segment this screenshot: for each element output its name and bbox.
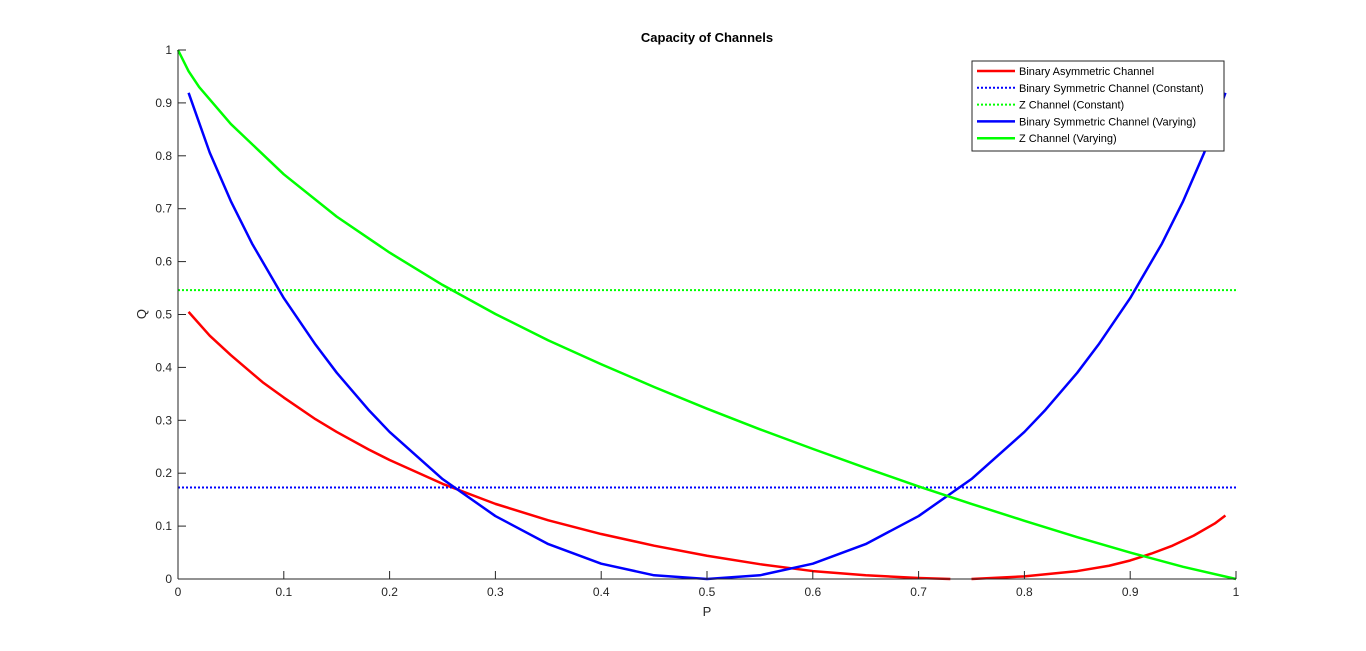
legend-label: Binary Symmetric Channel (Varying): [1019, 116, 1196, 128]
series-layer: [176, 49, 1237, 581]
x-tick-label: 0.4: [593, 585, 610, 599]
legend-label: Z Channel (Varying): [1019, 133, 1117, 145]
series-line: [176, 49, 1237, 581]
y-tick-label: 0.7: [155, 202, 172, 216]
x-tick-label: 0.8: [1016, 585, 1033, 599]
x-tick-label: 0.2: [381, 585, 398, 599]
y-tick-label: 1: [165, 43, 172, 57]
legend-box: [971, 60, 1225, 152]
x-tick-label: 0.6: [804, 585, 821, 599]
x-axis-label: P: [703, 604, 712, 619]
y-tick-label: 0.2: [155, 466, 172, 480]
x-tick-label: 0: [175, 585, 182, 599]
x-tick-label: 0.9: [1122, 585, 1139, 599]
y-tick-label: 0.9: [155, 96, 172, 110]
chart-title: Capacity of Channels: [641, 30, 773, 45]
legend: Binary Asymmetric Channel Binary Symmetri…: [971, 60, 1225, 152]
series-line: [971, 514, 1227, 581]
x-tick-label: 0.3: [487, 585, 504, 599]
y-tick-label: 0.3: [155, 413, 172, 427]
legend-label: Binary Symmetric Channel (Constant): [1019, 83, 1204, 95]
legend-label: Binary Asymmetric Channel: [1019, 66, 1154, 78]
y-tick-label: 0.5: [155, 308, 172, 322]
ticks-layer: 0 0.1 0.2 0.3 0.4 0.5 0.6 0.7 0.8 0.9 1 0 0.1 0.2 0.3 0…: [155, 43, 1239, 599]
y-tick-label: 0: [165, 572, 172, 586]
y-tick-label: 0.4: [155, 360, 172, 374]
x-tick-label: 0.5: [699, 585, 716, 599]
x-tick-label: 0.7: [910, 585, 927, 599]
y-tick-label: 0.1: [155, 519, 172, 533]
series-0: [187, 311, 1227, 581]
x-tick-label: 1: [1233, 585, 1240, 599]
y-tick-label: 0.8: [155, 149, 172, 163]
legend-label: Z Channel (Constant): [1019, 100, 1124, 112]
series-4: [176, 49, 1237, 581]
y-tick-label: 0.6: [155, 255, 172, 269]
y-axis-label: Q: [134, 309, 149, 319]
series-line: [187, 311, 951, 581]
x-tick-label: 0.1: [275, 585, 292, 599]
